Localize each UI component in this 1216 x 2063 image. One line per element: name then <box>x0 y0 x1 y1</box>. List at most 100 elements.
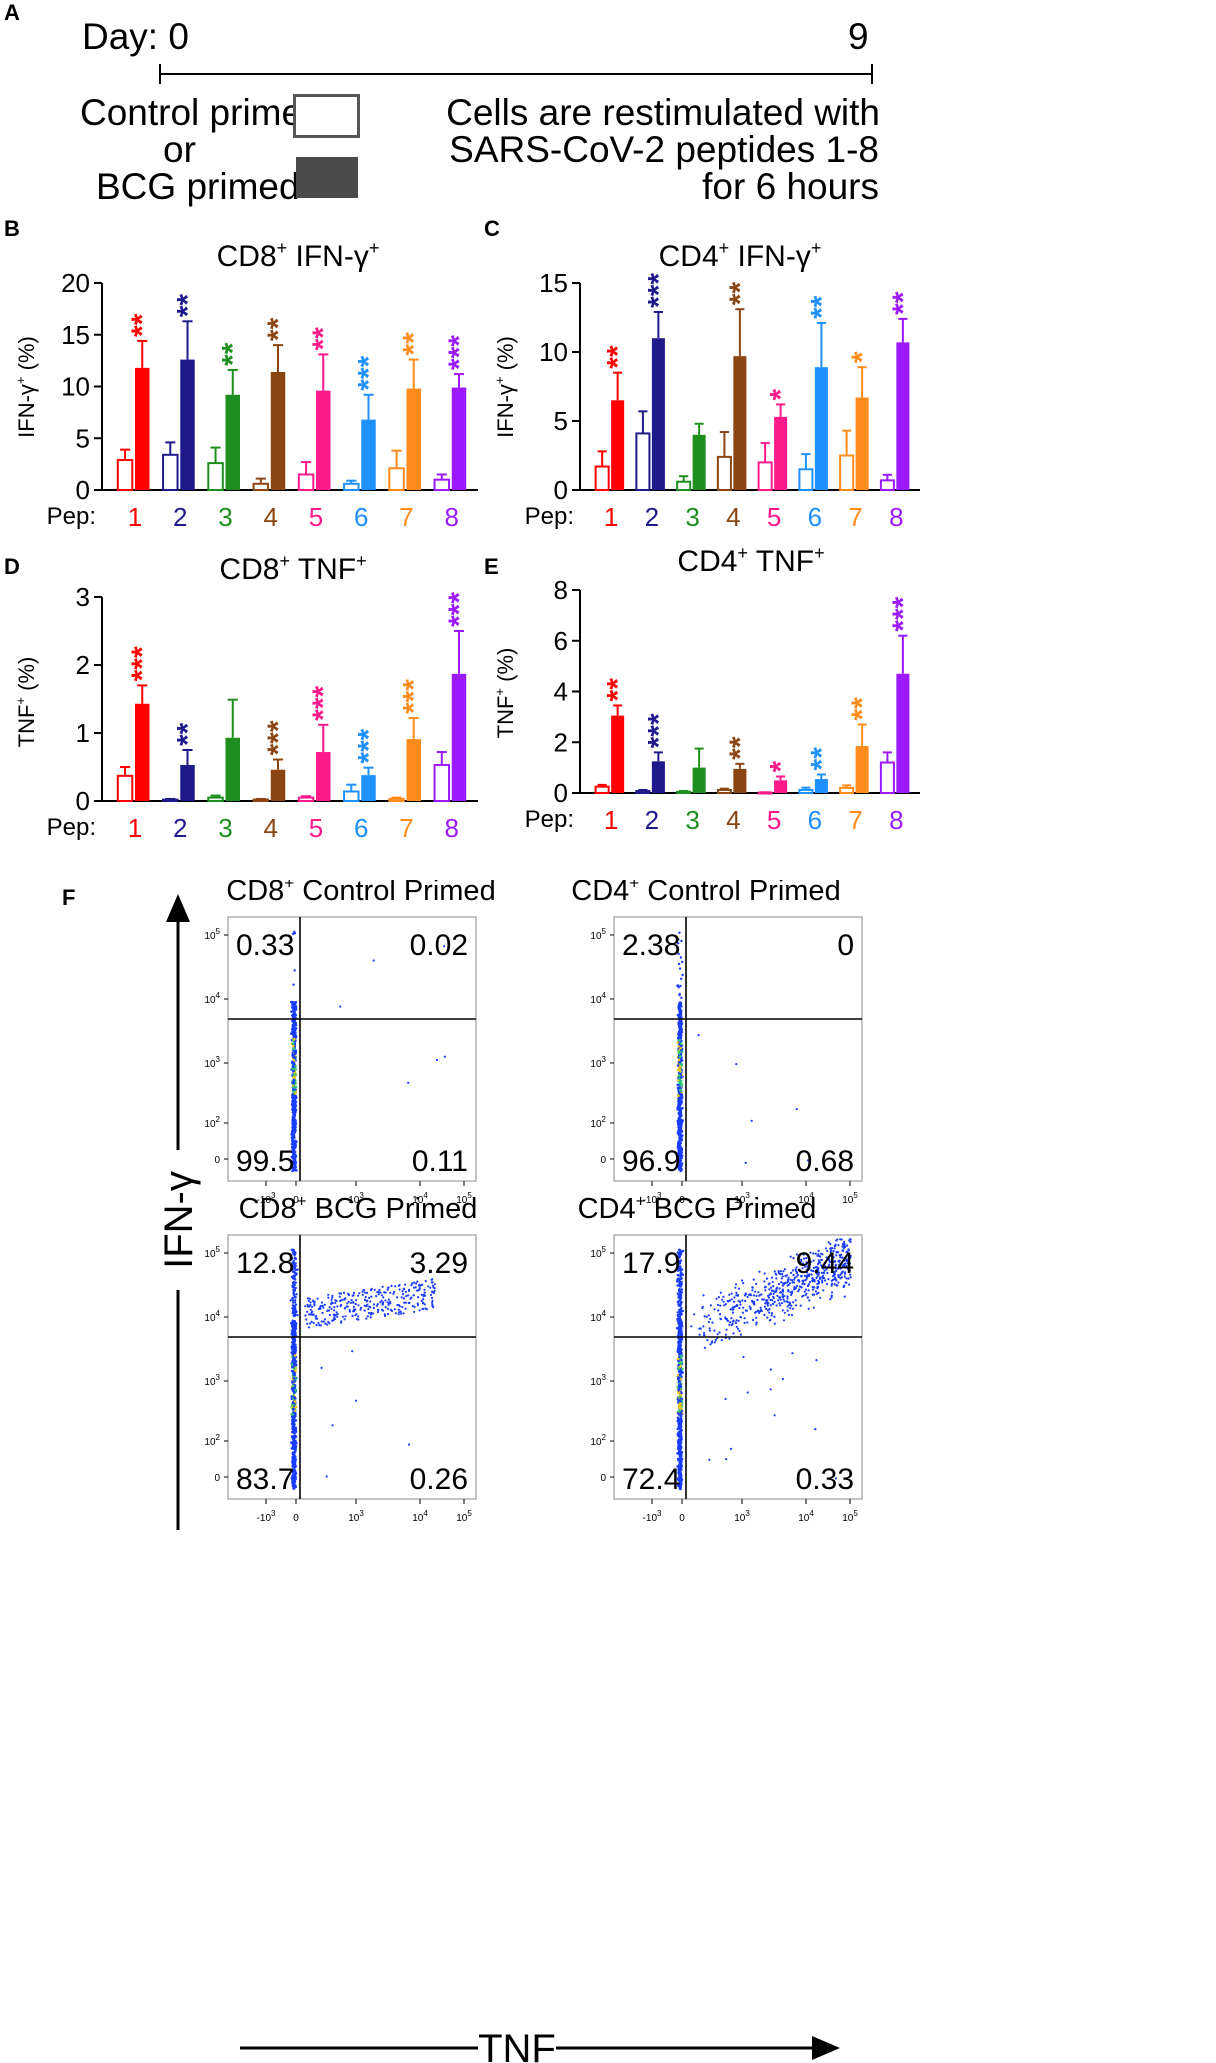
y-tick-base: 10 <box>590 1377 602 1388</box>
flow-dot <box>293 1351 296 1355</box>
y-tick-exp: 5 <box>216 927 221 936</box>
flow-dot <box>410 1284 413 1287</box>
flow-dot <box>832 1250 835 1253</box>
y-tick-label: 103 <box>590 1373 606 1388</box>
flow-dot <box>291 1284 294 1287</box>
flow-dot <box>766 1309 770 1312</box>
flow-dot <box>709 1317 712 1320</box>
x-tick-exp: 3 <box>745 1509 750 1518</box>
significance-stars: *** <box>352 728 385 763</box>
flow-dot <box>678 1153 682 1156</box>
flow-dot <box>377 1293 380 1296</box>
y-axis-label-text-sup: + <box>13 697 28 705</box>
flow-dot <box>678 1055 682 1059</box>
flow-dot <box>737 1299 740 1302</box>
quadrant-lower-right: 0.33 <box>796 1463 854 1496</box>
flow-dot <box>429 1293 433 1296</box>
flow-dot <box>291 1276 295 1279</box>
flow-dot <box>355 1399 358 1402</box>
y-axis-label: TNF+ (%) <box>492 648 518 739</box>
flow-dot <box>678 1164 681 1168</box>
flow-dot <box>338 1292 341 1295</box>
x-tick-label: 7 <box>399 502 413 532</box>
control-bar <box>879 761 895 794</box>
flow-dot <box>786 1295 789 1298</box>
flow-dot <box>750 1119 753 1122</box>
x-tick-exp: 3 <box>745 1191 750 1200</box>
flow-dot <box>802 1253 805 1256</box>
control-bar <box>594 785 610 794</box>
y-tick-exp: 4 <box>602 1309 607 1318</box>
flow-dot <box>295 1293 298 1296</box>
x-tick-base: -10 <box>257 1513 272 1524</box>
flow-dot <box>771 1299 774 1302</box>
flow-dot <box>291 1465 295 1468</box>
flow-dot <box>678 1391 681 1394</box>
y-tick-label: 105 <box>590 1245 606 1260</box>
flow-dot <box>708 1327 711 1330</box>
y-tick-label: 104 <box>204 1309 220 1324</box>
flow-dot <box>293 1161 297 1165</box>
flow-dot <box>294 1067 298 1071</box>
flow-dot <box>293 1267 296 1270</box>
control-bar <box>839 454 855 491</box>
flow-dot <box>680 1360 684 1364</box>
flow-dot <box>429 1286 432 1289</box>
flow-dot <box>849 1240 852 1244</box>
y-axis-label-text-sup: + <box>492 376 507 384</box>
flow-dot <box>755 1316 758 1319</box>
flow-dot <box>679 1369 683 1373</box>
flow-dots <box>289 1248 436 1490</box>
flow-dot <box>777 1282 781 1286</box>
flow-dot <box>372 1303 376 1306</box>
flow-dot <box>794 1299 797 1302</box>
control-bar <box>207 462 224 491</box>
flow-dot <box>679 1423 683 1426</box>
flow-dot <box>826 1271 829 1274</box>
y-tick-exp: 4 <box>216 991 221 1000</box>
flow-dot <box>294 1168 297 1172</box>
flow-dot <box>827 1278 830 1281</box>
flow-dot <box>836 1284 839 1287</box>
flow-dot <box>752 1302 755 1305</box>
flow-dot <box>433 1287 436 1290</box>
flow-dot <box>333 1316 336 1319</box>
flow-dot <box>845 1260 849 1263</box>
flow-dot <box>387 1286 390 1289</box>
flow-dot <box>339 1005 342 1008</box>
y-tick-base: 10 <box>590 1437 602 1448</box>
flow-dot <box>396 1296 399 1299</box>
flow-dot <box>292 1288 295 1292</box>
flow-dot <box>679 1383 682 1386</box>
flow-dot <box>788 1301 791 1304</box>
flow-dot <box>676 1357 680 1361</box>
flow-dot <box>799 1304 802 1307</box>
flow-dot <box>769 1388 772 1391</box>
flow-dot <box>336 1305 339 1308</box>
flow-dot <box>808 1257 811 1260</box>
bcg-bar <box>451 387 467 490</box>
flow-dot <box>292 1151 295 1155</box>
y-axis-label: TNF+ (%) <box>13 657 39 748</box>
flow-dot <box>772 1285 775 1288</box>
flow-dot <box>411 1282 414 1285</box>
flow-dot <box>413 1286 416 1289</box>
flow-dot <box>421 1307 425 1310</box>
flow-dot <box>693 1313 696 1316</box>
significance-stars: ** <box>724 736 757 760</box>
flow-dot <box>293 1301 297 1304</box>
significance-stars: ** <box>171 722 204 746</box>
flow-dot <box>678 1350 681 1354</box>
flow-dot <box>323 1303 326 1306</box>
ifn-axis-arrowhead <box>166 894 190 922</box>
flow-dot <box>384 1306 387 1309</box>
flow-dot <box>771 1289 775 1292</box>
flow-dot <box>741 1279 744 1282</box>
flow-dot <box>760 1293 763 1296</box>
flow-dot <box>829 1298 832 1301</box>
x-axis-pep-label: Pep: <box>525 503 574 530</box>
flow-dot <box>756 1298 759 1302</box>
flow-dot <box>293 1367 296 1371</box>
flow-dot <box>368 1296 371 1299</box>
